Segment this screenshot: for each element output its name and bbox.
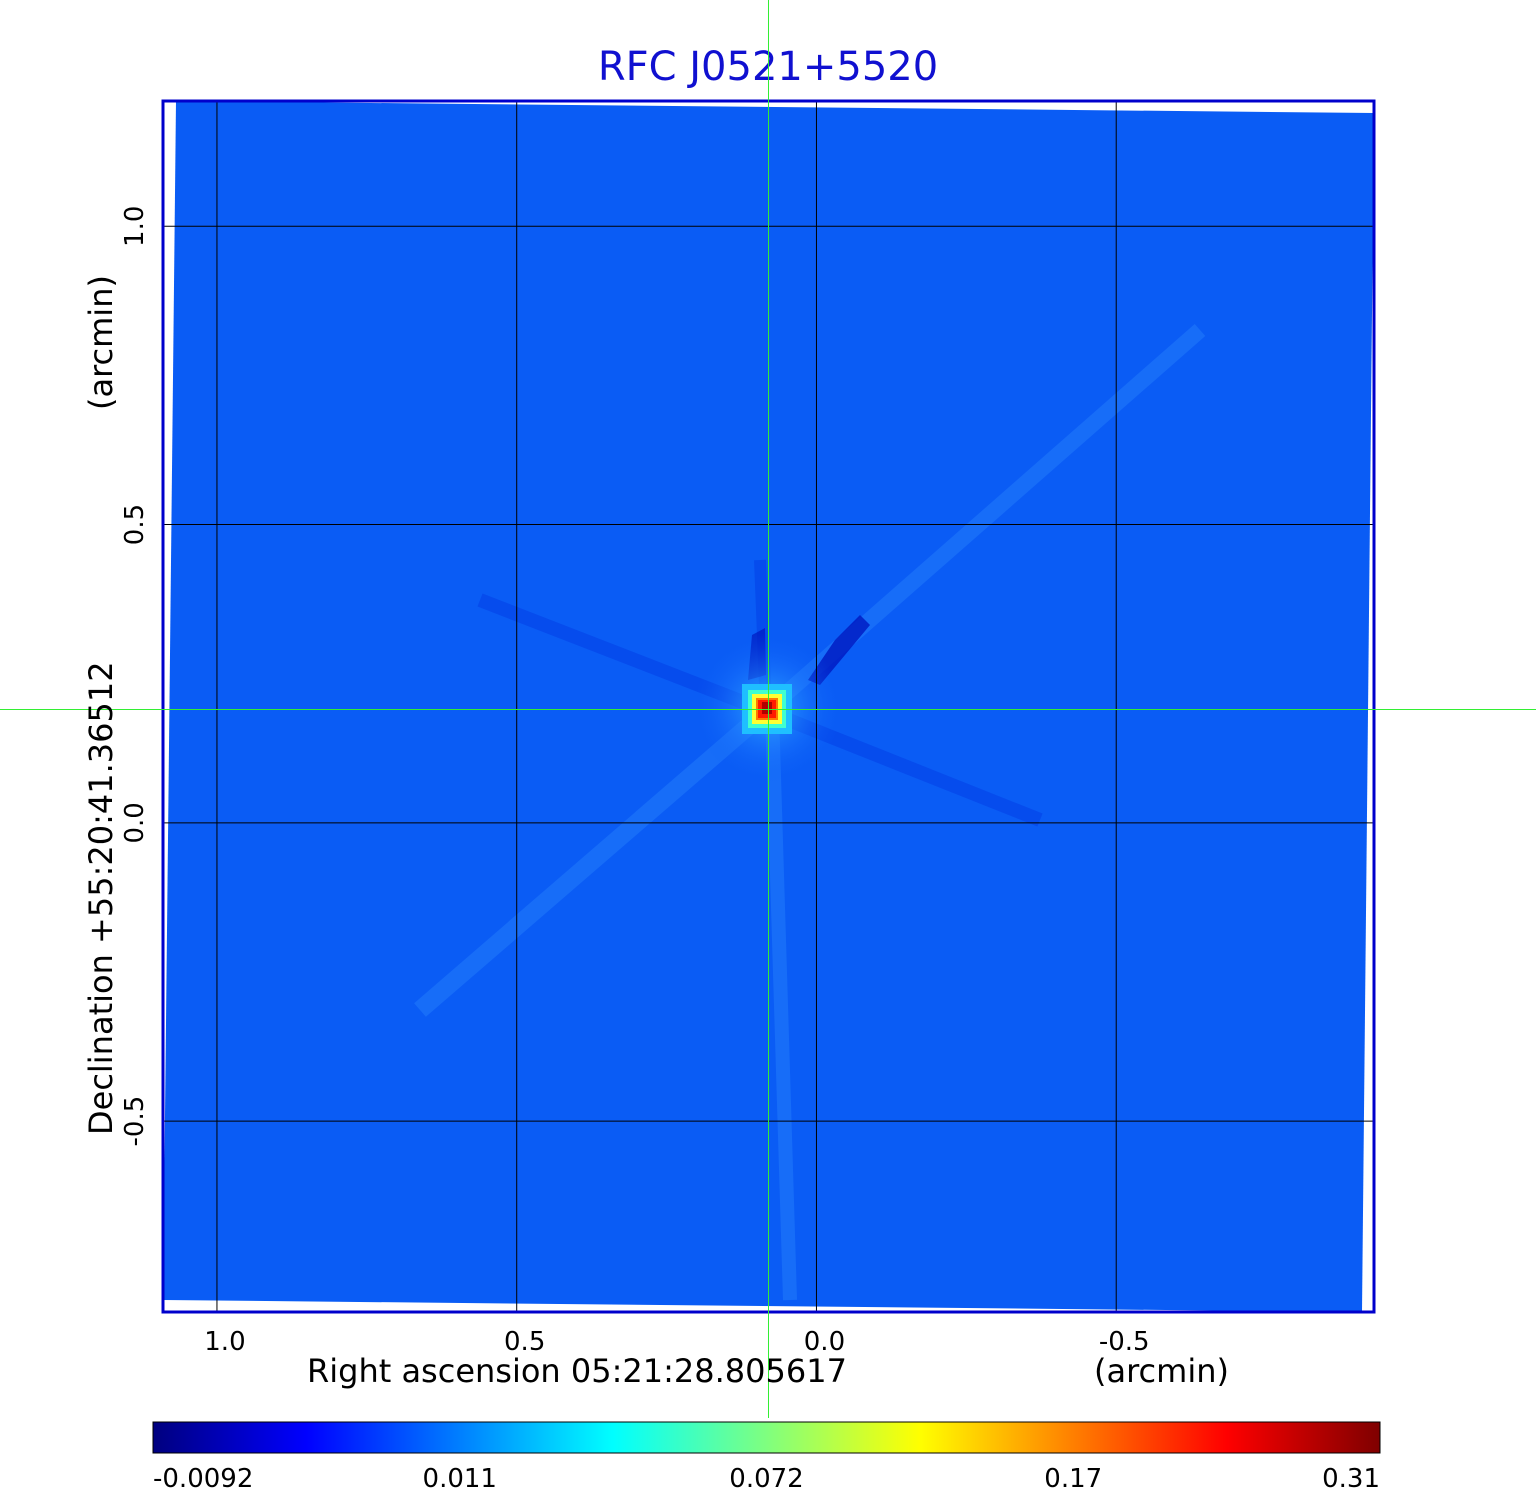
x-tick-label: -0.5: [1099, 1327, 1150, 1357]
colorbar-tick-label: -0.0092: [153, 1464, 253, 1494]
colorbar-tick-labels: -0.0092 0.011 0.072 0.17 0.31: [153, 1464, 1380, 1494]
y-tick-label: 1.0: [120, 206, 150, 247]
colorbar-tick-label: 0.072: [729, 1464, 803, 1494]
x-tick-label: 0.0: [804, 1327, 845, 1357]
x-tick-label: 1.0: [204, 1327, 245, 1357]
colorbar-tick-label: 0.011: [423, 1464, 497, 1494]
colorbar: [152, 1421, 1381, 1454]
x-tick-labels: 1.0 0.5 0.0 -0.5: [204, 1327, 1149, 1357]
y-axis-unit: (arcmin): [82, 275, 120, 410]
x-tick-label: 0.5: [504, 1327, 545, 1357]
y-tick-label: -0.5: [120, 1096, 150, 1147]
y-tick-label: 0.5: [120, 504, 150, 545]
colorbar-tick-label: 0.17: [1044, 1464, 1102, 1494]
crosshair: [0, 0, 1536, 1418]
y-axis-label: Declination +55:20:41.36512: [82, 661, 120, 1135]
x-axis-unit: (arcmin): [1094, 1352, 1229, 1390]
y-tick-label: 0.0: [120, 802, 150, 843]
x-axis-label: Right ascension 05:21:28.805617: [307, 1352, 847, 1390]
colorbar-tick-label: 0.31: [1322, 1464, 1380, 1494]
y-tick-labels: 1.0 0.5 0.0 -0.5: [120, 206, 150, 1147]
